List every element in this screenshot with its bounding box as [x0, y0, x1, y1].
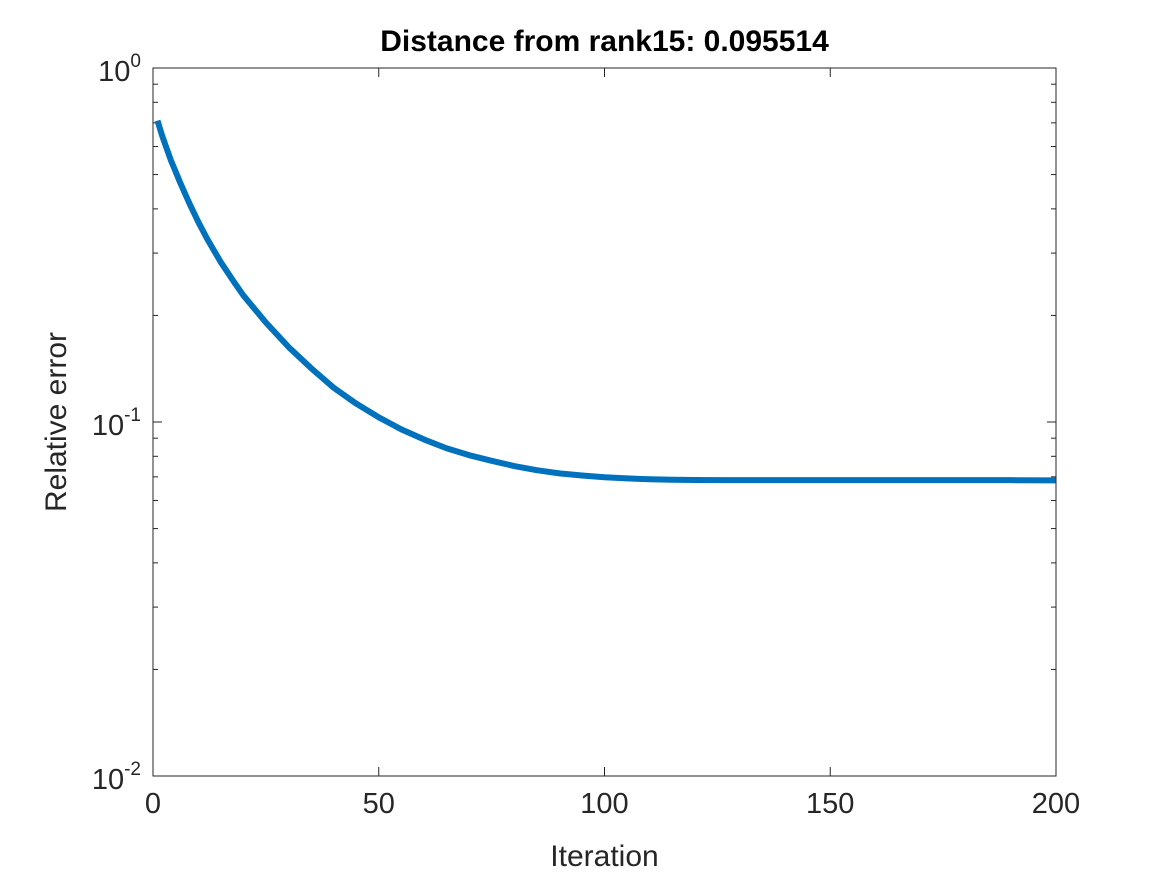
- x-tick-label: 150: [806, 788, 854, 820]
- x-tick-label: 200: [1032, 788, 1080, 820]
- x-tick-labels: 0 50 100 150 200: [145, 788, 1080, 820]
- series-line: [154, 119, 1057, 484]
- plot-area: [153, 68, 1056, 776]
- x-axis-label: Iteration: [550, 840, 658, 873]
- chart-title: Distance from rank15: 0.095514: [380, 25, 829, 58]
- y-tick-label: 10-1: [92, 405, 141, 442]
- y-axis-label: Relative error: [40, 332, 73, 512]
- plot-box: [152, 67, 1057, 777]
- minor-ticks: [153, 83, 1056, 670]
- x-tick-label: 50: [363, 788, 395, 820]
- y-tick-labels: 10-2 10-1 100: [92, 51, 141, 796]
- y-tick-label: 10-2: [92, 759, 141, 796]
- series-layer: [154, 119, 1057, 484]
- x-tick-label: 100: [580, 788, 628, 820]
- y-tick-label: 100: [98, 51, 141, 88]
- x-tick-label: 0: [145, 788, 161, 820]
